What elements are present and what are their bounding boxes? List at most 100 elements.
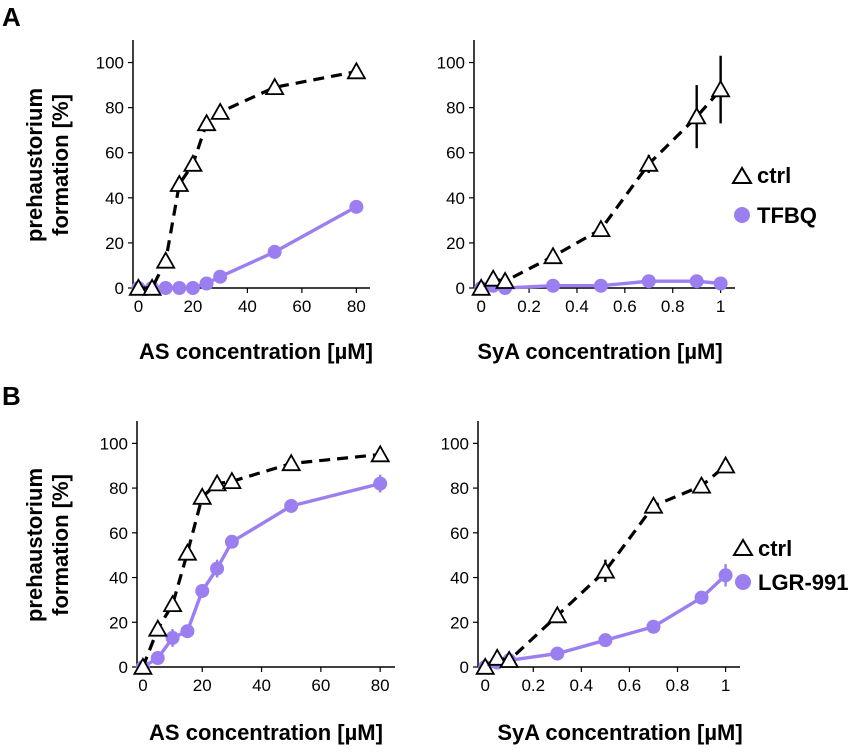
ctrl-data-point (483, 268, 504, 287)
ctrl-data-point (471, 277, 492, 296)
legend-a: ctrl TFBQ (731, 163, 817, 228)
treatment-data-point (593, 278, 608, 293)
legend-label-tfbq: TFBQ (757, 203, 817, 228)
treatment-data-point (546, 278, 561, 293)
treatment-data-point (195, 583, 210, 598)
y-tick-label: 20 (450, 613, 469, 632)
y-tick-label: 40 (446, 189, 465, 208)
x-tick-label: 1 (716, 297, 725, 316)
y-tick-label: 80 (105, 99, 124, 118)
ctrl-data-point (346, 61, 367, 80)
x-tick-label: 0.2 (521, 676, 545, 695)
x-tick-label: 20 (183, 297, 202, 316)
y-tick-label: 0 (119, 658, 128, 677)
ctrl-data-point (542, 246, 564, 265)
x-tick-label: 0.6 (613, 297, 637, 316)
y-tick-label: 60 (450, 524, 469, 543)
x-tick-label: 0.6 (618, 676, 642, 695)
treatment-data-point (172, 281, 187, 295)
ctrl-data-point (147, 618, 168, 637)
chart-b-sya: 0 20 40 60 80 100 0 0.2 0.4 0.6 0.8 1 SyA concentra… (441, 421, 743, 745)
y-tick-label: 20 (105, 234, 124, 253)
ctrl-series-line (480, 88, 722, 290)
y-tick-label: 20 (446, 234, 465, 253)
ctrl-data-point (495, 271, 516, 289)
treatment-data-point (199, 276, 214, 291)
ctrl-data-point (177, 542, 198, 561)
panel-label-b: B (2, 381, 21, 411)
x-tick-label: 0 (480, 676, 489, 695)
ctrl-data-point (169, 174, 190, 192)
treatment-data-point (373, 476, 388, 491)
ctrl-data-point (499, 650, 520, 668)
y-tick-label: 100 (437, 54, 465, 73)
treatment-data-point (284, 498, 299, 513)
x-axis-label: AS concentration [µM] (149, 720, 383, 745)
ctrl-data-point (547, 605, 568, 624)
chart-b-as: prehaustorium formation [%] 0 20 40 60 80 100… (22, 421, 395, 745)
treatment-series-line (484, 574, 727, 669)
y-axis-label-line1: prehaustorium (22, 468, 47, 622)
y-axis-label-line2: formation [%] (48, 474, 73, 616)
ctrl-data-point (128, 277, 149, 296)
legend-circle-marker (735, 574, 751, 590)
x-tick-label: 0.8 (661, 297, 685, 316)
treatment-data-point (224, 534, 239, 549)
y-tick-label: 40 (105, 189, 124, 208)
x-tick-label: 40 (252, 676, 271, 695)
x-tick-label: 1 (721, 676, 730, 695)
y-axis-label-line1: prehaustorium (22, 88, 47, 242)
treatment-data-point (267, 244, 282, 259)
ctrl-data-point (638, 153, 659, 172)
legend-triangle-marker (731, 166, 753, 184)
ctrl-data-point (691, 475, 712, 494)
y-tick-label: 80 (450, 479, 469, 498)
ctrl-data-point (370, 444, 391, 463)
ctrl-data-point (710, 79, 731, 98)
chart-a-as: prehaustorium formation [%] 0 20 40 60 80 100… (22, 40, 373, 364)
ctrl-data-point (196, 113, 217, 132)
treatment-data-point (185, 281, 200, 295)
ctrl-data-point (475, 656, 496, 675)
ctrl-series-line (138, 70, 357, 290)
x-axis-label: SyA concentration [µM] (477, 339, 722, 364)
x-tick-label: 20 (193, 676, 212, 695)
x-tick-label: 0 (134, 297, 143, 316)
x-tick-label: 0.4 (565, 297, 589, 316)
y-tick-label: 100 (96, 54, 124, 73)
chart-a-sya: 0 20 40 60 80 100 0 0.2 0.4 0.6 0.8 1 SyA concentra… (437, 40, 735, 364)
legend-label-lgr-991: LGR-991 (758, 570, 848, 595)
x-axis-label: SyA concentration [µM] (497, 720, 742, 745)
x-tick-label: 0 (476, 297, 485, 316)
treatment-data-point (550, 646, 565, 661)
ctrl-data-point (142, 277, 163, 296)
x-tick-label: 60 (311, 676, 330, 695)
panel-label-a: A (2, 2, 21, 32)
ctrl-data-point (590, 219, 611, 238)
ctrl-data-point (643, 495, 664, 514)
ctrl-data-point (210, 102, 231, 120)
plot-area: 0 20 40 60 80 100 0 0.2 0.4 0.6 0.8 1 (437, 40, 735, 316)
ctrl-data-point (162, 594, 183, 612)
y-tick-label: 60 (109, 524, 128, 543)
x-tick-label: 0 (138, 676, 147, 695)
ctrl-data-point (686, 106, 707, 125)
treatment-data-point (713, 276, 728, 291)
ctrl-data-point (221, 471, 242, 490)
x-tick-label: 0.8 (666, 676, 690, 695)
y-axis-label-line2: formation [%] (48, 94, 73, 236)
ctrl-data-point (264, 77, 285, 95)
treatment-data-point (646, 619, 661, 634)
x-tick-label: 40 (238, 297, 257, 316)
treatment-data-point (689, 274, 704, 289)
y-tick-label: 0 (456, 279, 465, 298)
treatment-data-point (165, 630, 180, 645)
treatment-data-point (158, 281, 173, 295)
treatment-data-point (150, 651, 165, 666)
treatment-data-point (349, 199, 364, 214)
x-tick-label: 80 (371, 676, 390, 695)
treatment-data-point (694, 590, 709, 605)
plot-area: 0 20 40 60 80 100 0 20 40 60 80 (96, 40, 370, 316)
ctrl-data-point (715, 455, 736, 474)
